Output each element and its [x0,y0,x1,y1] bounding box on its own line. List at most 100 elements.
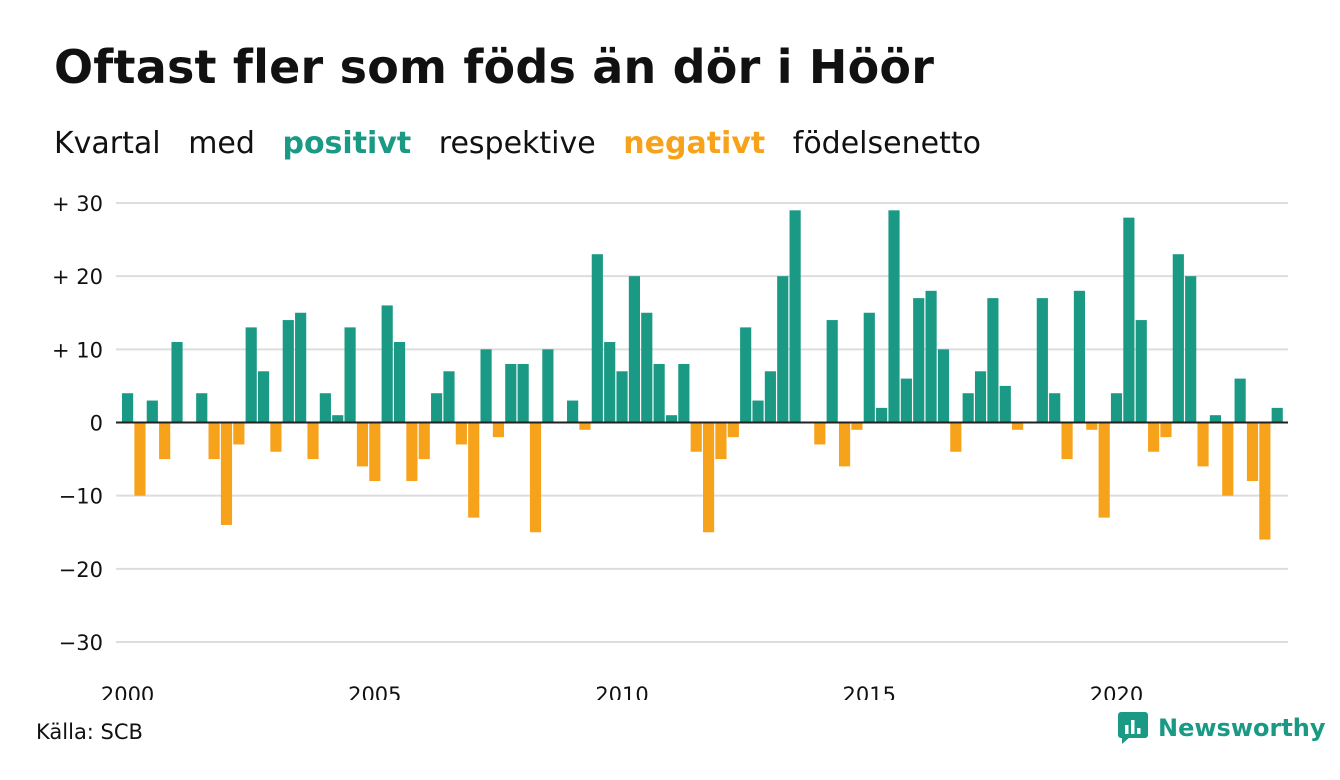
bar [826,320,838,423]
bar [307,422,319,460]
bar [616,371,628,423]
bar [505,363,517,423]
bar [146,400,158,423]
bar [542,349,554,423]
bar [888,210,900,423]
bar [517,363,529,423]
bar [171,342,183,423]
bar [1061,422,1073,460]
y-tick-label: −30 [59,631,103,655]
bar [282,320,294,423]
bar [937,349,950,423]
bar [1049,393,1061,423]
x-tick-label: 2010 [595,683,648,700]
bar [1197,422,1209,467]
bar [492,422,505,438]
brand-logo: Newsworthy [1118,712,1326,744]
x-tick-label: 2015 [843,683,896,700]
bar [1036,298,1048,423]
bar [393,342,406,423]
x-tick-label: 2005 [348,683,401,700]
bar [913,298,925,423]
bar [1123,217,1135,423]
y-tick-label: + 20 [52,265,103,289]
bar [418,422,430,460]
source-note: Källa: SCB [36,720,143,744]
bar [1135,320,1147,423]
subtitle-word-respektive: respektive [438,126,596,161]
bar [159,422,171,460]
bar [727,422,739,438]
bar [703,422,715,533]
bar [381,305,393,423]
bar [1172,254,1184,423]
bar [579,422,591,430]
bar [1148,422,1160,452]
bar [814,422,826,445]
bar [134,422,146,496]
bar [344,327,356,423]
bar [245,327,257,423]
bar [220,422,233,525]
bar [270,422,282,452]
bar [122,393,134,423]
bar [974,371,987,423]
bar [789,210,801,423]
bar [1271,407,1283,423]
bar [1234,378,1246,423]
bar [752,400,764,423]
bar-chart-chat-icon [1118,712,1148,744]
x-tick-label: 2000 [101,683,154,700]
bar [604,342,616,423]
bar [1110,393,1123,423]
bar-chart: + 30 + 20 + 10 0 −10 −20 −30 2000 2005 2010 2015 20… [52,192,1288,700]
bar [431,393,443,423]
bar [1012,422,1024,430]
y-tick-label: 0 [90,412,103,436]
subtitle-word-kvartal: Kvartal [54,126,161,161]
bar [665,415,678,423]
subtitle-word-med: med [188,126,255,161]
bar [295,312,307,423]
bar [369,422,381,482]
brand-name: Newsworthy [1158,714,1326,742]
legend-positive: positivt [282,126,412,161]
bar [1246,422,1259,482]
bar [653,363,665,423]
bar [690,422,702,452]
bar [863,312,875,423]
bar [1160,422,1172,438]
bar [777,276,789,423]
bar [740,327,752,423]
bar [1185,276,1197,423]
bar [332,415,344,423]
y-tick-label: + 10 [52,338,103,362]
y-tick-label: −20 [59,558,103,582]
bar [678,363,690,423]
bar [233,422,245,445]
bar [406,422,418,482]
chart-title: Oftast fler som föds än dör i Höör [54,40,935,94]
y-tick-label: −10 [59,485,103,509]
bar [196,393,208,423]
bar [1222,422,1234,496]
bar [455,422,467,445]
bar [1073,290,1086,423]
bar [876,407,888,423]
bar [257,371,270,423]
bar [1209,415,1221,423]
chart-subtitle: Kvartal med positivt respektive negativt… [54,126,999,161]
bar [319,393,331,423]
legend-negative: negativt [623,126,766,161]
bar [851,422,863,430]
bar [628,276,640,423]
bar [529,422,542,533]
y-tick-label: + 30 [52,192,103,216]
bar [468,422,480,518]
bar [987,298,999,423]
bar [1259,422,1271,540]
bar [443,371,455,423]
bar [480,349,492,423]
bar [925,290,937,423]
bar [962,393,974,423]
